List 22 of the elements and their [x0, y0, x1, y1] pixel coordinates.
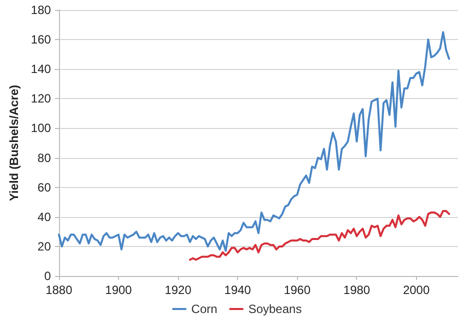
x-tick-label: 2000 — [402, 283, 430, 297]
y-tick-label: 60 — [38, 180, 52, 194]
y-tick-label: 0 — [44, 269, 52, 283]
y-tick-label: 80 — [38, 150, 52, 165]
line-series — [188, 210, 450, 261]
x-tick-label: 1900 — [105, 283, 132, 297]
x-tick-label: 1940 — [224, 283, 252, 297]
line-series — [58, 31, 450, 252]
legend-label: Soybeans — [248, 302, 302, 316]
y-tick-label: 40 — [38, 210, 52, 224]
y-tick-label: 140 — [30, 62, 52, 76]
legend-label: Corn — [191, 302, 218, 316]
y-tick-label: 120 — [30, 92, 52, 106]
y-axis-title: Yield (Bushels/Acre) — [7, 84, 21, 202]
x-tick-label: 1920 — [164, 283, 192, 297]
x-tick-label: 1980 — [343, 283, 370, 297]
y-tick-label: 20 — [38, 239, 52, 254]
y-tick-label: 180 — [30, 3, 52, 17]
x-tick-label: 1960 — [284, 283, 311, 297]
y-tick-label: 100 — [30, 121, 52, 136]
y-tick-label: 160 — [30, 32, 52, 47]
x-tick-label: 1880 — [46, 283, 73, 297]
